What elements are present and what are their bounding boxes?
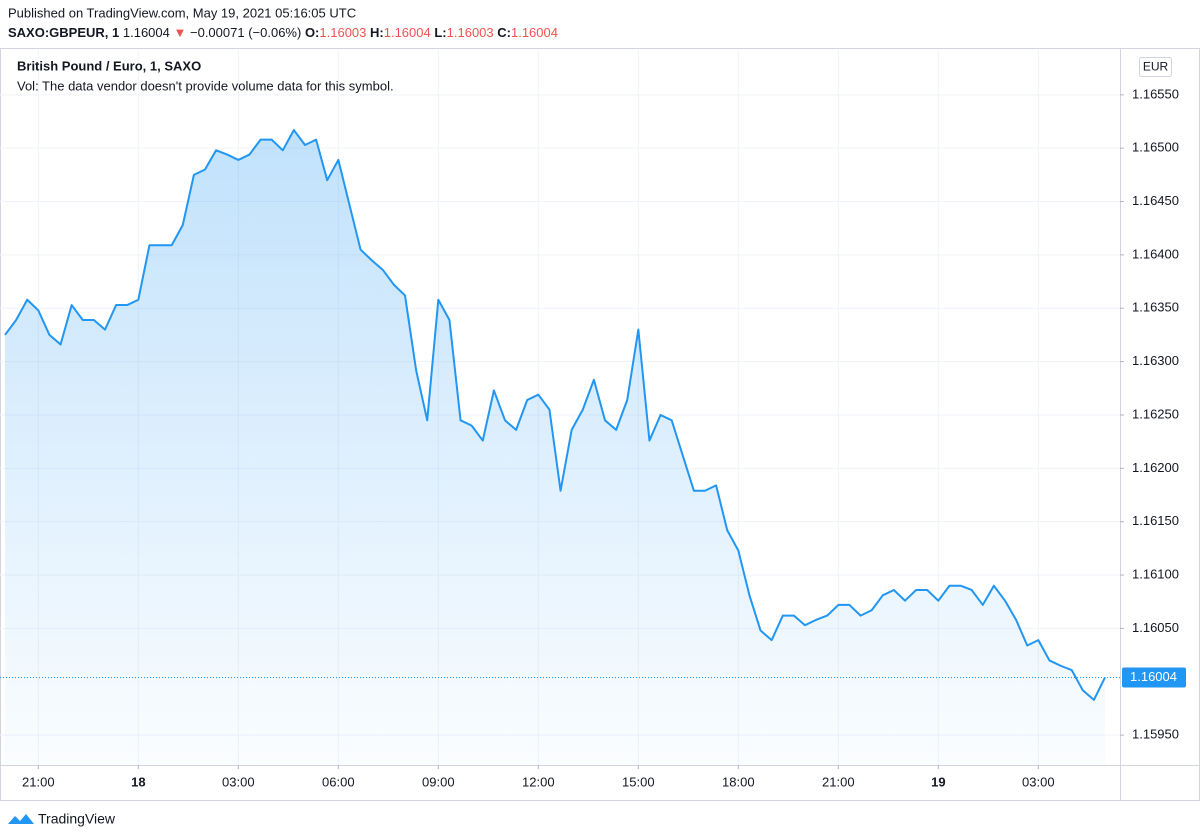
- arrow: ▼: [174, 25, 187, 40]
- y-tick-label: 1.16300: [1132, 353, 1179, 368]
- volume-note: Vol: The data vendor doesn't provide vol…: [17, 78, 394, 93]
- footer: TradingView: [38, 811, 116, 827]
- x-tick-label: 18:00: [722, 774, 755, 789]
- high-label: H:: [370, 25, 384, 40]
- x-tick-label: 09:00: [422, 774, 455, 789]
- y-tick-label: 1.16550: [1132, 86, 1179, 101]
- y-tick-label: 1.16150: [1132, 513, 1179, 528]
- x-tick-label: 19: [931, 774, 945, 789]
- change: −0.00071 (−0.06%): [190, 25, 301, 40]
- y-tick-label: 1.15950: [1132, 727, 1179, 742]
- y-tick-label: 1.16500: [1132, 140, 1179, 155]
- last-price-box: [1122, 667, 1186, 688]
- currency[interactable]: EUR: [1143, 60, 1169, 74]
- currency-box[interactable]: [1139, 57, 1172, 77]
- x-tick-label: 12:00: [522, 774, 555, 789]
- y-tick-label: 1.16200: [1132, 460, 1179, 475]
- x-tick-label: 15:00: [622, 774, 655, 789]
- y-tick-label: 1.16450: [1132, 193, 1179, 208]
- low-label: L:: [434, 25, 446, 40]
- y-tick-label: 1.16350: [1132, 300, 1179, 315]
- y-tick-label: 1.16100: [1132, 566, 1179, 581]
- x-tick-label: 18: [131, 774, 145, 789]
- logo-icon: [8, 814, 34, 824]
- y-tick-label: 1.16400: [1132, 246, 1179, 261]
- high: 1.16004: [384, 25, 431, 40]
- line: [4, 129, 1106, 701]
- symbol: SAXO:GBPEUR, 1: [8, 25, 119, 40]
- price: 1.16004: [123, 25, 170, 40]
- x-tick-label: 03:00: [1022, 774, 1055, 789]
- open-label: O:: [305, 25, 319, 40]
- y-tick-label: 1.16050: [1132, 620, 1179, 635]
- quote-line: SAXO:GBPEUR, 1 1.16004 ▼ −0.00071 (−0.06…: [8, 25, 558, 40]
- low: 1.16003: [447, 25, 494, 40]
- area: [5, 130, 1105, 766]
- open: 1.16003: [319, 25, 366, 40]
- logo: [8, 814, 34, 824]
- close-label: C:: [497, 25, 511, 40]
- x-tick-label: 21:00: [22, 774, 55, 789]
- legend-title: British Pound / Euro, 1, SAXO: [17, 58, 201, 73]
- y-tick-label: 1.16250: [1132, 406, 1179, 421]
- plot: [0, 129, 1120, 766]
- published-line: Published on TradingView.com, May 19, 20…: [8, 5, 356, 20]
- x-tick-label: 03:00: [222, 774, 255, 789]
- last-price-label: 1.16004: [1130, 669, 1177, 684]
- x-tick-label: 21:00: [822, 774, 855, 789]
- close: 1.16004: [511, 25, 558, 40]
- x-tick-label: 06:00: [322, 774, 355, 789]
